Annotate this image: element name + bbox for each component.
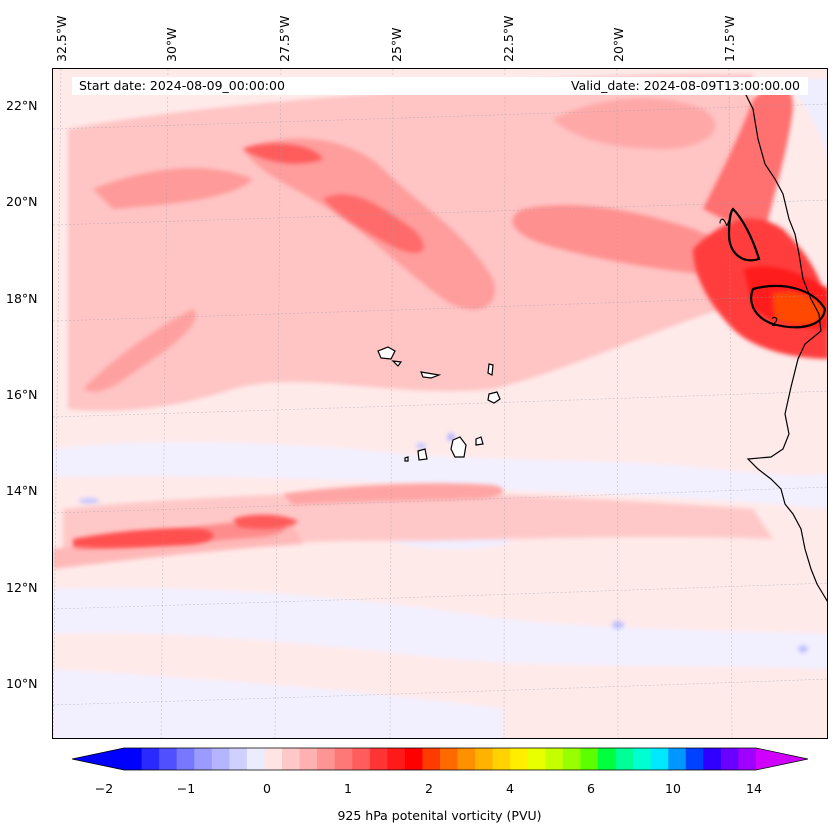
island-brava — [404, 456, 409, 462]
colorbar-segment — [317, 748, 336, 770]
graticule — [53, 69, 827, 738]
colorbar-segment — [211, 748, 230, 770]
island-maio — [475, 436, 484, 446]
island-fogo — [417, 448, 428, 461]
contour-label-bottom: 2 — [771, 315, 779, 329]
colorbar-segment — [598, 748, 617, 770]
lat-label: 12°N — [6, 580, 38, 595]
colorbar-segment — [334, 748, 353, 770]
coastline — [742, 88, 827, 602]
lat-label: 18°N — [6, 291, 38, 306]
info-strip — [72, 77, 808, 95]
colorbar-tick: 6 — [587, 781, 595, 796]
lon-label: 25°W — [389, 27, 404, 62]
lat-label: 20°N — [6, 194, 38, 209]
map-panel: 2 2 — [52, 68, 828, 739]
colorbar-segment — [387, 748, 406, 770]
island-santiago — [450, 436, 467, 458]
colorbar-tick: 1 — [344, 781, 352, 796]
colorbar-segment — [299, 748, 318, 770]
negative-pv-patches — [53, 79, 827, 738]
colorbar-tick: 14 — [746, 781, 762, 796]
colorbar-segment — [703, 748, 722, 770]
start-date-label: Start date: 2024-08-09_00:00:00 — [79, 78, 285, 93]
colorbar-segment — [633, 748, 652, 770]
colorbar-outline — [71, 747, 809, 771]
lat-label: 14°N — [6, 483, 38, 498]
colorbar-segment — [457, 748, 476, 770]
colorbar-segment — [685, 748, 704, 770]
island-sal — [487, 363, 494, 376]
colorbar-segment — [492, 748, 511, 770]
colorbar-segment — [440, 748, 459, 770]
colorbar-segment — [720, 748, 739, 770]
colorbar-segment — [246, 748, 265, 770]
colorbar-segment — [404, 748, 423, 770]
island-sao-nicolau — [420, 371, 442, 379]
lon-label: 17.5°W — [722, 15, 737, 62]
lon-label: 20°W — [611, 27, 626, 62]
valid-date-label: Valid_date: 2024-08-09T13:00:00.00 — [570, 78, 800, 93]
colorbar-segment — [545, 748, 564, 770]
colorbar-over-arrow — [756, 748, 808, 770]
colorbar-segment — [176, 748, 195, 770]
colorbar-segment — [124, 748, 143, 770]
colorbar-segment — [194, 748, 213, 770]
colorbar-segment — [615, 748, 634, 770]
colorbar-segment — [527, 748, 546, 770]
colorbar-segment — [352, 748, 371, 770]
cape-verde-islands — [377, 346, 501, 462]
lon-label: 30°W — [164, 27, 179, 62]
colorbar-tick: 10 — [665, 781, 681, 796]
colorbar — [71, 747, 809, 771]
colorbar-tick: 4 — [506, 781, 514, 796]
colorbar-under-arrow — [72, 748, 124, 770]
lat-label: 10°N — [6, 676, 38, 691]
colorbar-segment — [580, 748, 599, 770]
colorbar-segment — [282, 748, 301, 770]
colorbar-segment — [510, 748, 529, 770]
colorbar-segment — [650, 748, 669, 770]
island-santo-antao — [377, 346, 396, 360]
contour-label-left: 2 — [717, 216, 733, 228]
lat-label: 22°N — [6, 98, 38, 113]
colorbar-tick: 2 — [425, 781, 433, 796]
colorbar-label: 925 hPa potenital vorticity (PVU) — [337, 808, 542, 823]
colorbar-segment — [229, 748, 248, 770]
island-boa-vista — [487, 391, 501, 404]
colorbar-segment — [475, 748, 494, 770]
pv-contour-2 — [727, 207, 827, 329]
colorbar-segment — [159, 748, 178, 770]
colorbar-tick: −2 — [94, 781, 114, 796]
pv-field-map: 2 2 — [53, 69, 827, 738]
lon-label: 32.5°W — [54, 15, 69, 62]
colorbar-segment — [264, 748, 283, 770]
colorbar-segment — [738, 748, 757, 770]
colorbar-tick: −1 — [176, 781, 196, 796]
colorbar-segment — [141, 748, 160, 770]
colorbar-segment — [422, 748, 441, 770]
lat-label: 16°N — [6, 387, 38, 402]
strong-pv-bands — [73, 83, 793, 548]
colorbar-segment — [562, 748, 581, 770]
island-sao-vicente — [391, 360, 403, 367]
colorbar-segment — [369, 748, 388, 770]
lon-label: 22.5°W — [501, 15, 516, 62]
colorbar-segment — [668, 748, 687, 770]
coastal-high-pv — [693, 218, 827, 359]
colorbar-tick: 0 — [263, 781, 271, 796]
lon-label: 27.5°W — [277, 15, 292, 62]
